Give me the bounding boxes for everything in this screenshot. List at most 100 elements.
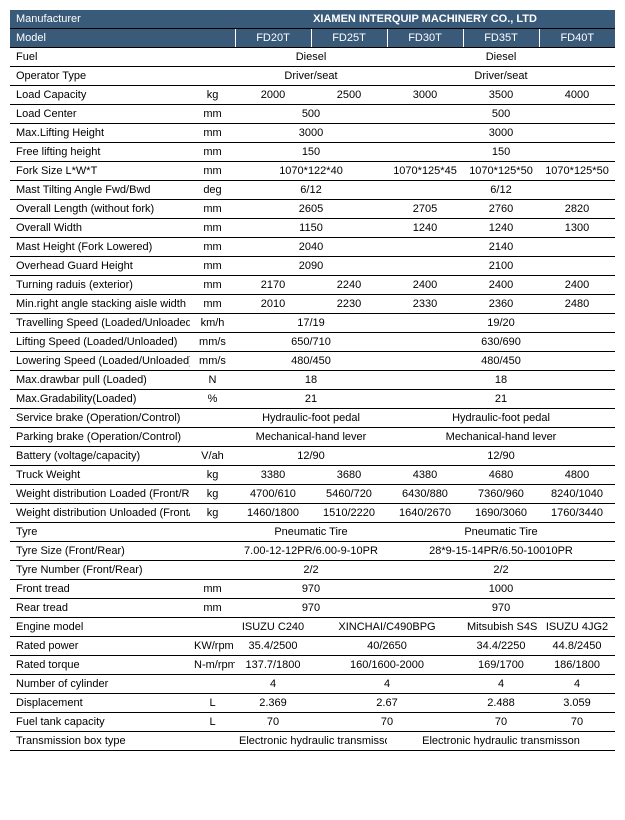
row-value: 4000	[539, 86, 615, 105]
row-value: 970	[235, 580, 387, 599]
row-value: 150	[387, 143, 615, 162]
row-label: Overhead Guard Height	[10, 257, 190, 276]
row-label: Weight distribution Loaded (Front/Rear)	[10, 485, 190, 504]
row-unit: kg	[190, 485, 235, 504]
row-value: 1000	[387, 580, 615, 599]
row-value: 1240	[463, 219, 539, 238]
row-value: 3000	[235, 124, 387, 143]
row-unit: mm/s	[190, 352, 235, 371]
row-value: 18	[387, 371, 615, 390]
row-value: 2170	[235, 276, 311, 295]
row-value: 2.67	[311, 694, 463, 713]
row-unit: km/h	[190, 314, 235, 333]
row-value: 1070*125*50	[539, 162, 615, 181]
table-row: Max.drawbar pull (Loaded)N1818	[10, 371, 615, 390]
row-value: 6/12	[387, 181, 615, 200]
row-value: 1070*125*50	[463, 162, 539, 181]
row-label: Min.right angle stacking aisle width	[10, 295, 190, 314]
table-row: Tyre Number (Front/Rear)2/22/2	[10, 561, 615, 580]
row-value: 3.059	[539, 694, 615, 713]
row-value: 2/2	[387, 561, 615, 580]
row-value: 480/450	[387, 352, 615, 371]
row-value: Hydraulic-foot pedal	[235, 409, 387, 428]
row-value: 1510/2220	[311, 504, 387, 523]
row-label: Weight distribution Unloaded (Front/Rear…	[10, 504, 190, 523]
table-row: Lifting Speed (Loaded/Unloaded)mm/s650/7…	[10, 333, 615, 352]
row-unit: L	[190, 694, 235, 713]
manufacturer-value: XIAMEN INTERQUIP MACHINERY CO., LTD	[235, 10, 615, 29]
row-unit: KW/rpm	[190, 637, 235, 656]
row-value: 18	[235, 371, 387, 390]
row-unit: V/ah	[190, 447, 235, 466]
row-value: 6430/880	[387, 485, 463, 504]
row-label: Travelling Speed (Loaded/Unloaded)	[10, 314, 190, 333]
row-value: 2/2	[235, 561, 387, 580]
row-value: Mechanical-hand lever	[387, 428, 615, 447]
row-value: 3000	[387, 86, 463, 105]
table-row: Service brake (Operation/Control)Hydraul…	[10, 409, 615, 428]
row-unit: mm	[190, 162, 235, 181]
row-label: Operator Type	[10, 67, 190, 86]
table-row: Max.Lifting Heightmm30003000	[10, 124, 615, 143]
row-label: Max.Gradability(Loaded)	[10, 390, 190, 409]
row-label: Front tread	[10, 580, 190, 599]
row-value: 1300	[539, 219, 615, 238]
row-value: 2330	[387, 295, 463, 314]
row-value: ISUZU 4JG2	[539, 618, 615, 637]
row-label: Turning raduis (exterior)	[10, 276, 190, 295]
row-unit	[190, 428, 235, 447]
row-value: 70	[235, 713, 311, 732]
row-unit: %	[190, 390, 235, 409]
row-label: Lifting Speed (Loaded/Unloaded)	[10, 333, 190, 352]
row-unit: deg	[190, 181, 235, 200]
row-unit: mm	[190, 599, 235, 618]
row-value: 2400	[539, 276, 615, 295]
model-label: Model	[10, 29, 190, 48]
row-value: Driver/seat	[387, 67, 615, 86]
row-unit: mm	[190, 238, 235, 257]
row-value: 1760/3440	[539, 504, 615, 523]
table-row: Front treadmm9701000	[10, 580, 615, 599]
table-row: Mast Height (Fork Lowered)mm20402140	[10, 238, 615, 257]
row-value: Hydraulic-foot pedal	[387, 409, 615, 428]
table-row: Travelling Speed (Loaded/Unloaded)km/h17…	[10, 314, 615, 333]
row-value: 1460/1800	[235, 504, 311, 523]
table-row: Min.right angle stacking aisle widthmm20…	[10, 295, 615, 314]
table-row: Rated powerKW/rpm35.4/250040/265034.4/22…	[10, 637, 615, 656]
row-value: 500	[387, 105, 615, 124]
row-value: Pneumatic Tire	[235, 523, 387, 542]
row-value: 17/19	[235, 314, 387, 333]
row-unit	[190, 67, 235, 86]
table-row: Max.Gradability(Loaded)%2121	[10, 390, 615, 409]
row-value: 2.369	[235, 694, 311, 713]
row-label: Max.drawbar pull (Loaded)	[10, 371, 190, 390]
row-unit: mm	[190, 580, 235, 599]
row-value: Pneumatic Tire	[387, 523, 615, 542]
row-value: 34.4/2250	[463, 637, 539, 656]
table-row: Tyre Size (Front/Rear)7.00-12-12PR/6.00-…	[10, 542, 615, 561]
row-value: 12/90	[387, 447, 615, 466]
row-value: 5460/720	[311, 485, 387, 504]
row-value: Electronic hydraulic transmisson	[235, 732, 387, 751]
row-unit: kg	[190, 504, 235, 523]
row-unit: kg	[190, 86, 235, 105]
row-label: Rated torque	[10, 656, 190, 675]
row-value: 2705	[387, 200, 463, 219]
row-unit: mm	[190, 200, 235, 219]
row-label: Load Capacity	[10, 86, 190, 105]
row-value: 650/710	[235, 333, 387, 352]
table-row: Number of cylinder4444	[10, 675, 615, 694]
row-unit: mm	[190, 295, 235, 314]
row-value: 6/12	[235, 181, 387, 200]
row-value: 12/90	[235, 447, 387, 466]
row-value: 630/690	[387, 333, 615, 352]
table-row: Overall Widthmm1150124012401300	[10, 219, 615, 238]
row-value: 3680	[311, 466, 387, 485]
row-value: 2500	[311, 86, 387, 105]
table-row: Fork Size L*W*Tmm1070*122*401070*125*451…	[10, 162, 615, 181]
row-value: 7360/960	[463, 485, 539, 504]
row-value: 4	[539, 675, 615, 694]
row-value: 2140	[387, 238, 615, 257]
row-value: Driver/seat	[235, 67, 387, 86]
table-row: Lowering Speed (Loaded/Unloaded)mm/s480/…	[10, 352, 615, 371]
